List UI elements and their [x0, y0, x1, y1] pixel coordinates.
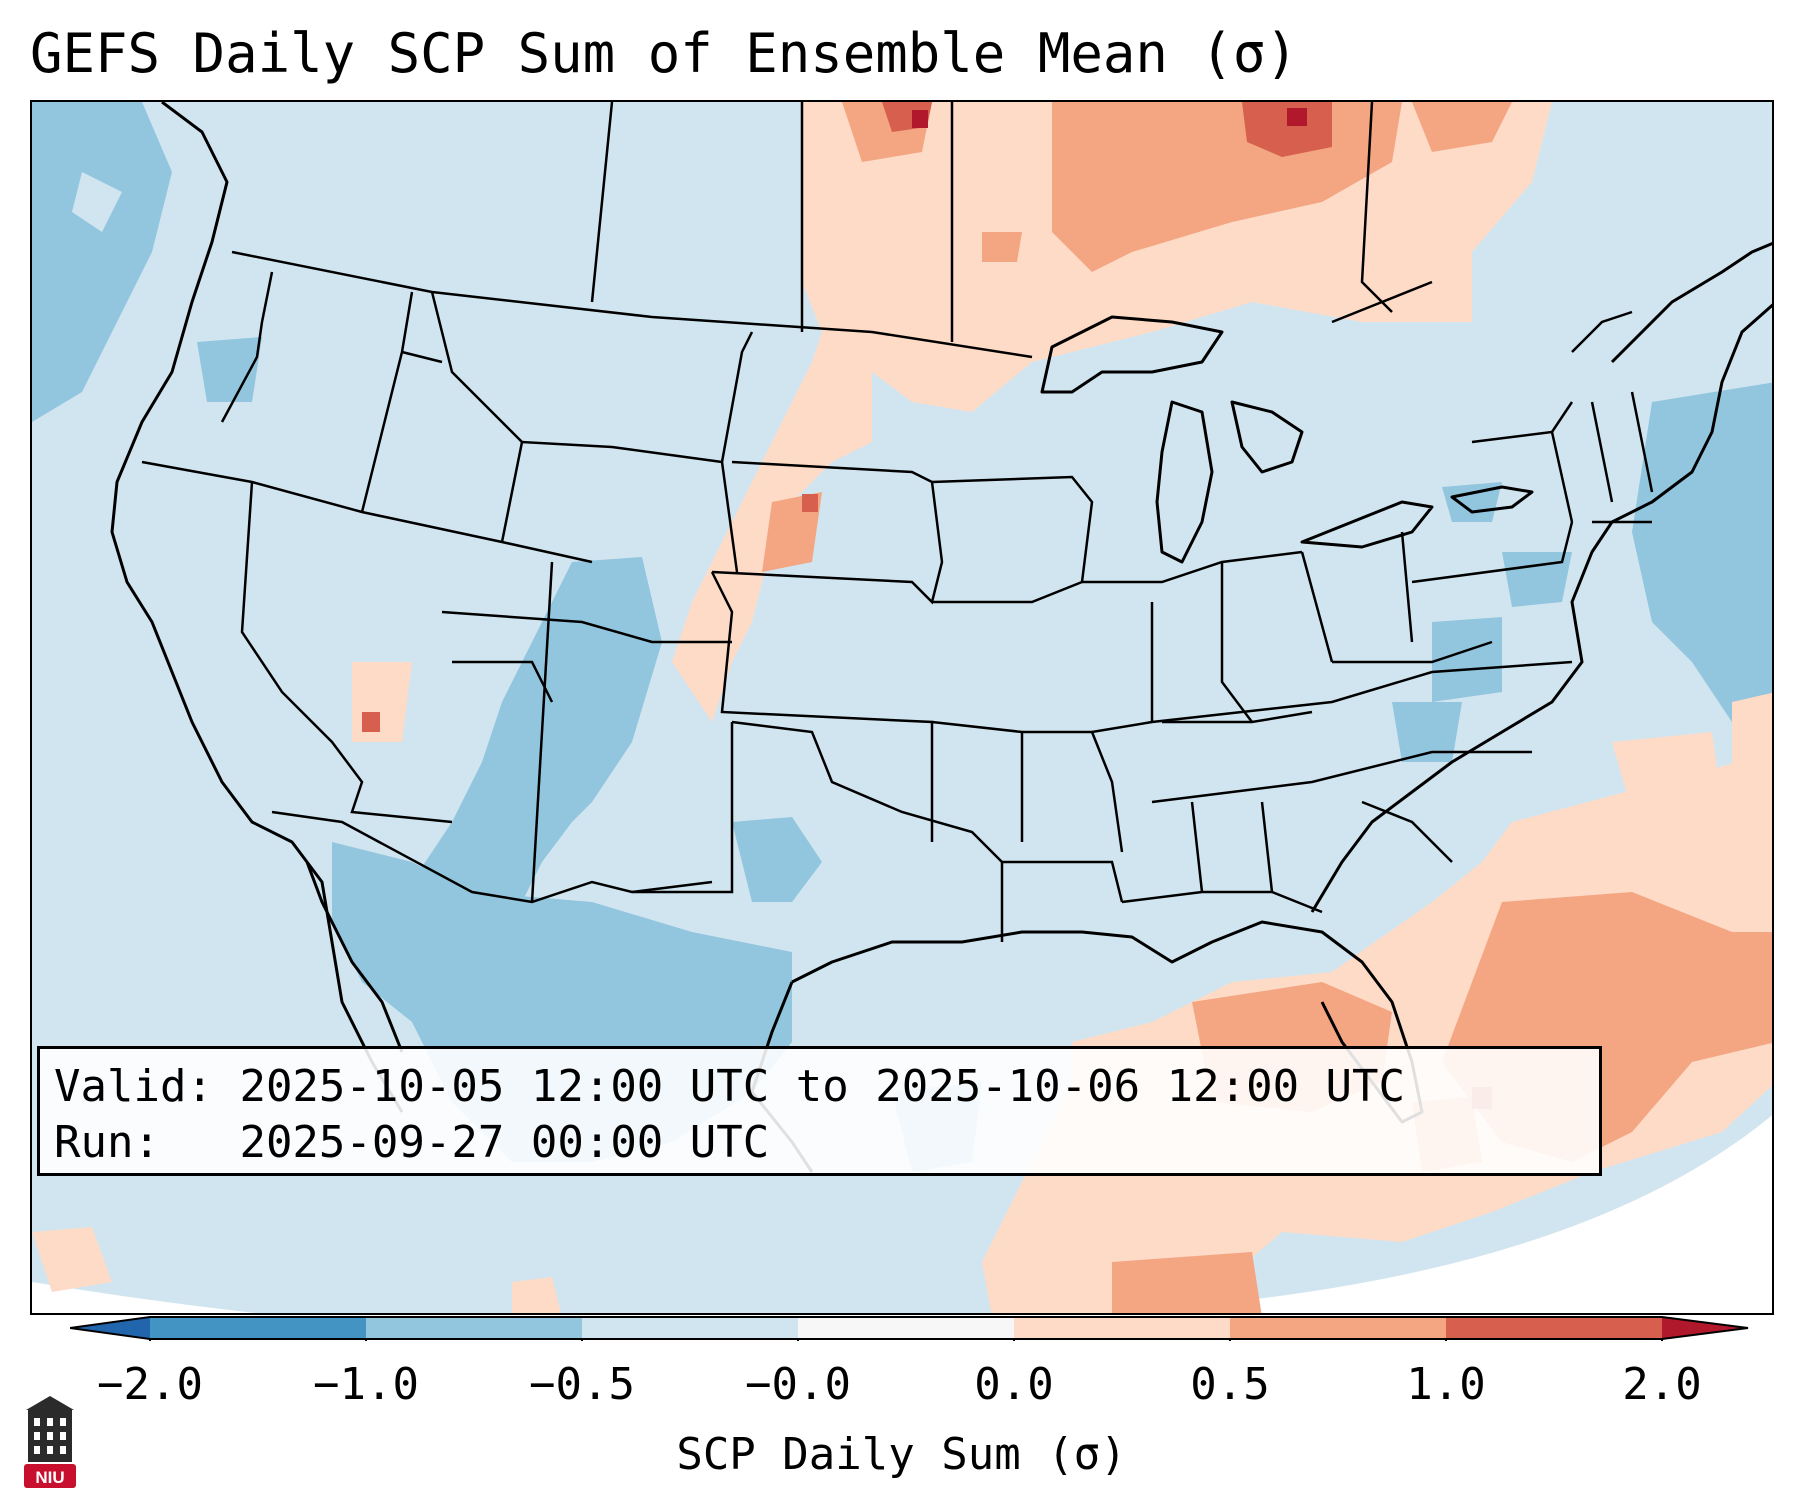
outside-domain-wedge	[32, 1282, 255, 1313]
colorbar-over-arrow	[1662, 1317, 1748, 1339]
colorbar-bin-7	[1446, 1317, 1662, 1339]
colorbar-tick-label: −1.0	[313, 1359, 419, 1410]
colorbar-label: SCP Daily Sum (σ)	[676, 1429, 1127, 1480]
valid-time-range: 2025-10-05 12:00 UTC to 2025-10-06 12:00…	[239, 1061, 1406, 1112]
run-label: Run:	[54, 1117, 160, 1168]
colorbar-tick-label: 0.5	[1190, 1359, 1270, 1410]
colorbar-tick-label: −0.0	[745, 1359, 851, 1410]
colorbar	[70, 1316, 1749, 1341]
colorbar-bin-2	[366, 1317, 582, 1339]
niu-tower-icon: NIU	[24, 1396, 76, 1488]
colorbar-bin-4	[798, 1317, 1014, 1339]
valid-run-info-box: Valid: 2025-10-05 12:00 UTC to 2025-10-0…	[37, 1046, 1602, 1176]
colorbar-bin-1	[150, 1317, 366, 1339]
colorbar-tick-label: −0.5	[529, 1359, 635, 1410]
logo-text: NIU	[35, 1468, 64, 1487]
positive-anomaly-regions-max	[912, 108, 1307, 128]
map-panel[interactable]	[30, 100, 1774, 1315]
colorbar-tick-label: −2.0	[97, 1359, 203, 1410]
colorbar-bin-6	[1230, 1317, 1446, 1339]
scp-map	[32, 102, 1772, 1313]
colorbar-under-arrow	[70, 1317, 150, 1339]
chart-title: GEFS Daily SCP Sum of Ensemble Mean (σ)	[30, 22, 1298, 85]
colorbar-tick-label: 2.0	[1622, 1359, 1702, 1410]
colorbar-tick-marks	[149, 1339, 1663, 1341]
colorbar-tick-label: 1.0	[1406, 1359, 1486, 1410]
state-borders	[141, 102, 1654, 942]
great-lakes	[1040, 315, 1534, 564]
colorbar-tick-label: 0.0	[974, 1359, 1054, 1410]
colorbar-bin-5	[1014, 1317, 1230, 1339]
colorbar-bin-3	[582, 1317, 798, 1339]
run-time: 2025-09-27 00:00 UTC	[239, 1117, 770, 1168]
valid-label: Valid:	[54, 1061, 213, 1112]
